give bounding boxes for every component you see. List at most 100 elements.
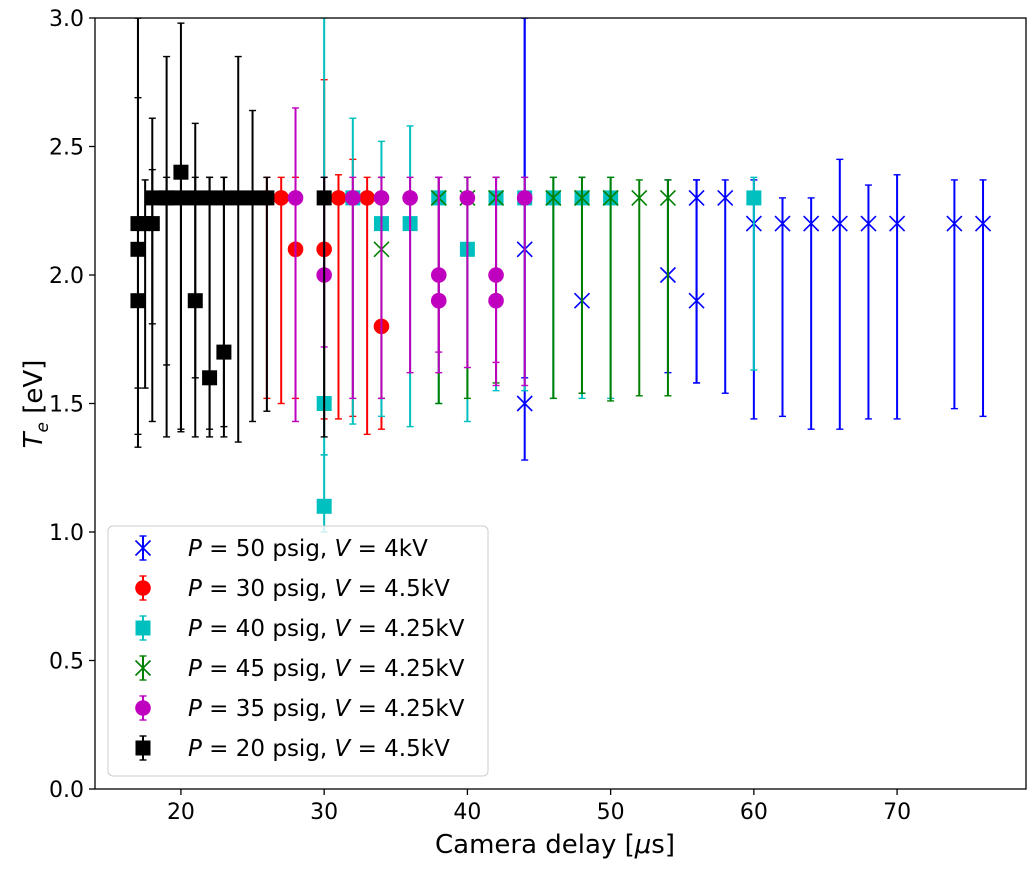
error-bar — [549, 176, 557, 400]
data-point — [573, 189, 591, 206]
y-tick-label: 1.0 — [49, 521, 84, 546]
x-axis-label: Camera delay [μs] — [435, 830, 675, 860]
data-point — [831, 215, 848, 232]
data-point — [173, 164, 189, 180]
data-point — [631, 189, 648, 206]
legend-marker — [135, 575, 151, 601]
data-point — [173, 190, 189, 206]
data-point — [746, 190, 762, 206]
data-point — [946, 215, 963, 232]
data-point — [803, 215, 820, 232]
data-point — [159, 190, 175, 206]
data-point — [659, 189, 676, 206]
error-bar — [191, 176, 199, 379]
error-bar — [163, 176, 171, 366]
data-point — [889, 215, 906, 232]
data-point — [860, 215, 877, 232]
data-point — [688, 292, 705, 309]
data-point — [316, 190, 332, 206]
series-6 — [130, 18, 332, 448]
error-bar — [249, 109, 257, 423]
error-bar — [807, 197, 815, 430]
legend-marker — [134, 535, 152, 561]
legend-frame — [107, 525, 489, 777]
data-point — [230, 190, 246, 206]
error-bar — [263, 176, 271, 412]
error-bar — [693, 179, 701, 384]
legend-label: P = 50 psig, V = 4kV — [188, 536, 428, 562]
error-bar — [836, 158, 844, 430]
error-bar — [334, 174, 342, 420]
error-bar — [950, 179, 958, 410]
x-tick-label: 50 — [597, 800, 625, 825]
data-point — [216, 344, 232, 360]
data-point — [516, 190, 533, 206]
data-point — [187, 293, 203, 309]
error-bar — [377, 176, 385, 400]
error-bar — [320, 176, 328, 438]
y-tick-label: 3.0 — [49, 7, 84, 32]
x-tick-label: 40 — [453, 800, 481, 825]
legend-marker — [134, 655, 152, 681]
legend-entry: P = 35 psig, V = 4.25kV — [135, 695, 465, 722]
data-point — [330, 190, 347, 206]
error-bar — [893, 174, 901, 420]
error-bar — [463, 176, 471, 369]
legend-label: P = 35 psig, V = 4.25kV — [188, 696, 465, 722]
error-bar — [521, 176, 529, 387]
error-bar — [750, 176, 758, 371]
legend-label: P = 30 psig, V = 4.5kV — [188, 576, 450, 602]
data-point — [202, 370, 218, 386]
y-tick-label: 0.5 — [49, 650, 84, 675]
data-point — [974, 215, 992, 232]
legend-entry: P = 50 psig, V = 4kV — [134, 535, 428, 562]
legend-label: P = 45 psig, V = 4.25kV — [188, 656, 465, 682]
error-bar — [721, 179, 729, 394]
error-bar — [979, 179, 987, 418]
data-point — [273, 190, 290, 206]
legend-entry: P = 45 psig, V = 4.25kV — [134, 655, 465, 682]
data-point — [359, 190, 375, 206]
data-point — [516, 395, 533, 412]
error-bar — [363, 176, 371, 436]
legend-marker — [135, 735, 151, 761]
data-point — [545, 189, 562, 206]
data-point — [488, 292, 504, 309]
error-bar — [492, 176, 500, 387]
x-tick-label: 20 — [167, 800, 195, 825]
error-bar — [779, 197, 787, 418]
error-bar — [635, 179, 643, 397]
error-bar — [292, 107, 300, 423]
error-bar — [607, 176, 615, 402]
data-point — [774, 215, 791, 232]
legend-label: P = 40 psig, V = 4.25kV — [188, 616, 465, 642]
error-bar — [349, 176, 357, 400]
data-point — [402, 190, 418, 206]
legend-entry: P = 40 psig, V = 4.25kV — [135, 615, 465, 642]
data-point — [602, 189, 619, 206]
error-bar — [134, 96, 142, 389]
y-tick-label: 0.0 — [49, 778, 84, 803]
data-point — [130, 293, 146, 309]
legend-marker — [135, 695, 151, 721]
data-point — [144, 190, 160, 206]
data-point — [459, 190, 476, 206]
error-bar — [220, 176, 228, 438]
error-bar — [406, 176, 414, 374]
legend-entry: P = 30 psig, V = 4.5kV — [135, 575, 450, 602]
error-bar — [206, 176, 214, 430]
data-point — [287, 190, 304, 206]
x-tick-label: 30 — [310, 800, 338, 825]
error-bar — [578, 176, 586, 394]
data-point — [717, 189, 734, 206]
error-bar — [177, 176, 185, 433]
data-point — [345, 190, 361, 206]
y-axis-label: Te [eV] — [19, 360, 53, 449]
data-point — [430, 292, 447, 309]
x-tick-label: 70 — [883, 800, 911, 825]
error-bar — [277, 176, 285, 405]
data-point — [245, 190, 261, 206]
series-5 — [287, 107, 533, 423]
data-point — [373, 190, 390, 206]
data-point — [259, 190, 275, 206]
